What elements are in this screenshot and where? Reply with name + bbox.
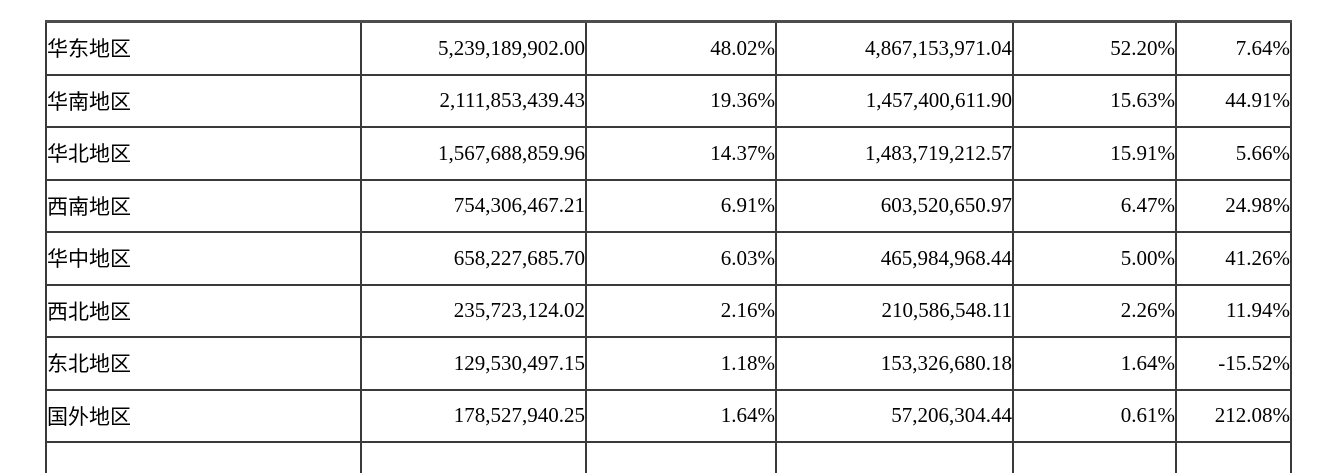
percent-cell: 6.03% — [585, 231, 777, 286]
table-row: 东北地区 129,530,497.15 1.18% 153,326,680.18… — [45, 336, 1292, 391]
region-cell: 华南地区 — [45, 73, 362, 128]
percent-cell: 1.18% — [585, 336, 777, 391]
table-row: 华中地区 658,227,685.70 6.03% 465,984,968.44… — [45, 231, 1292, 286]
amount-cell — [360, 441, 587, 473]
change-percent-cell: 41.26% — [1175, 231, 1292, 286]
region-cell: 国外地区 — [45, 388, 362, 443]
amount-cell: 4,867,153,971.04 — [775, 20, 1014, 76]
amount-cell: 658,227,685.70 — [360, 231, 587, 286]
region-revenue-table: 华东地区 5,239,189,902.00 48.02% 4,867,153,9… — [45, 20, 1292, 473]
percent-cell: 52.20% — [1012, 20, 1177, 76]
amount-cell: 2,111,853,439.43 — [360, 73, 587, 128]
percent-cell: 2.16% — [585, 283, 777, 338]
table-row: 华南地区 2,111,853,439.43 19.36% 1,457,400,6… — [45, 73, 1292, 128]
amount-cell: 1,483,719,212.57 — [775, 126, 1014, 181]
percent-cell: 48.02% — [585, 20, 777, 76]
amount-cell: 178,527,940.25 — [360, 388, 587, 443]
percent-cell: 1.64% — [585, 388, 777, 443]
change-percent-cell: 24.98% — [1175, 178, 1292, 233]
region-cell: 西北地区 — [45, 283, 362, 338]
percent-cell: 6.91% — [585, 178, 777, 233]
change-percent-cell: -15.52% — [1175, 336, 1292, 391]
percent-cell: 15.91% — [1012, 126, 1177, 181]
region-cell — [45, 441, 362, 473]
table-row-clipped — [45, 441, 1292, 473]
amount-cell: 5,239,189,902.00 — [360, 20, 587, 76]
region-cell: 西南地区 — [45, 178, 362, 233]
percent-cell: 0.61% — [1012, 388, 1177, 443]
amount-cell: 129,530,497.15 — [360, 336, 587, 391]
table-row: 华东地区 5,239,189,902.00 48.02% 4,867,153,9… — [45, 20, 1292, 76]
region-cell: 华东地区 — [45, 20, 362, 76]
percent-cell: 1.64% — [1012, 336, 1177, 391]
change-percent-cell: 212.08% — [1175, 388, 1292, 443]
change-percent-cell: 11.94% — [1175, 283, 1292, 338]
amount-cell: 57,206,304.44 — [775, 388, 1014, 443]
region-cell: 华中地区 — [45, 231, 362, 286]
amount-cell: 603,520,650.97 — [775, 178, 1014, 233]
percent-cell: 15.63% — [1012, 73, 1177, 128]
region-cell: 华北地区 — [45, 126, 362, 181]
amount-cell: 210,586,548.11 — [775, 283, 1014, 338]
change-percent-cell: 5.66% — [1175, 126, 1292, 181]
region-cell: 东北地区 — [45, 336, 362, 391]
change-percent-cell — [1175, 441, 1292, 473]
table-row: 华北地区 1,567,688,859.96 14.37% 1,483,719,2… — [45, 126, 1292, 181]
change-percent-cell: 44.91% — [1175, 73, 1292, 128]
percent-cell: 6.47% — [1012, 178, 1177, 233]
amount-cell: 153,326,680.18 — [775, 336, 1014, 391]
amount-cell — [775, 441, 1014, 473]
amount-cell: 754,306,467.21 — [360, 178, 587, 233]
percent-cell — [1012, 441, 1177, 473]
percent-cell — [585, 441, 777, 473]
table-row: 西南地区 754,306,467.21 6.91% 603,520,650.97… — [45, 178, 1292, 233]
table-row: 西北地区 235,723,124.02 2.16% 210,586,548.11… — [45, 283, 1292, 338]
table-row: 国外地区 178,527,940.25 1.64% 57,206,304.44 … — [45, 388, 1292, 443]
amount-cell: 235,723,124.02 — [360, 283, 587, 338]
change-percent-cell: 7.64% — [1175, 20, 1292, 76]
percent-cell: 2.26% — [1012, 283, 1177, 338]
amount-cell: 1,457,400,611.90 — [775, 73, 1014, 128]
percent-cell: 14.37% — [585, 126, 777, 181]
amount-cell: 1,567,688,859.96 — [360, 126, 587, 181]
percent-cell: 19.36% — [585, 73, 777, 128]
percent-cell: 5.00% — [1012, 231, 1177, 286]
amount-cell: 465,984,968.44 — [775, 231, 1014, 286]
